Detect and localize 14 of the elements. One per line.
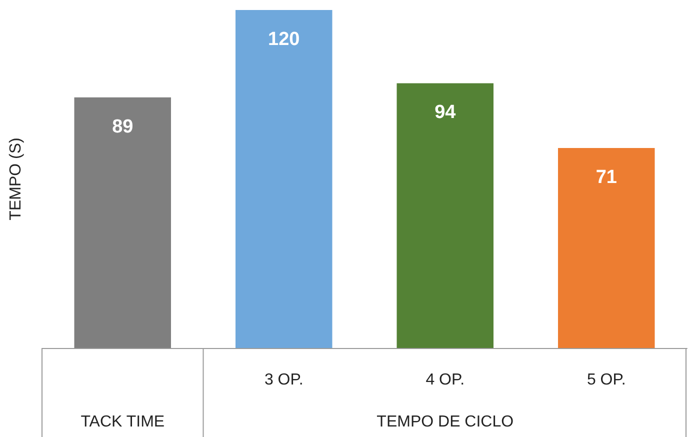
bar	[396, 83, 494, 348]
bar	[236, 10, 332, 348]
text: TEMPO DE CICLO	[376, 414, 514, 430]
x-tick-label: 3 OP.	[264, 372, 304, 388]
bar	[558, 148, 655, 348]
data-label: 94	[434, 102, 456, 124]
data-label: 89	[112, 116, 134, 138]
text: TACK TIME	[80, 414, 165, 430]
data-label: 120	[268, 29, 300, 50]
bar	[74, 97, 171, 348]
x-tick-label: 4 OP.	[426, 372, 465, 388]
y-axis-title: TEMPO (S)	[8, 138, 24, 220]
data-label: 71	[596, 167, 618, 188]
x-tick-label: 5 OP.	[586, 372, 626, 388]
